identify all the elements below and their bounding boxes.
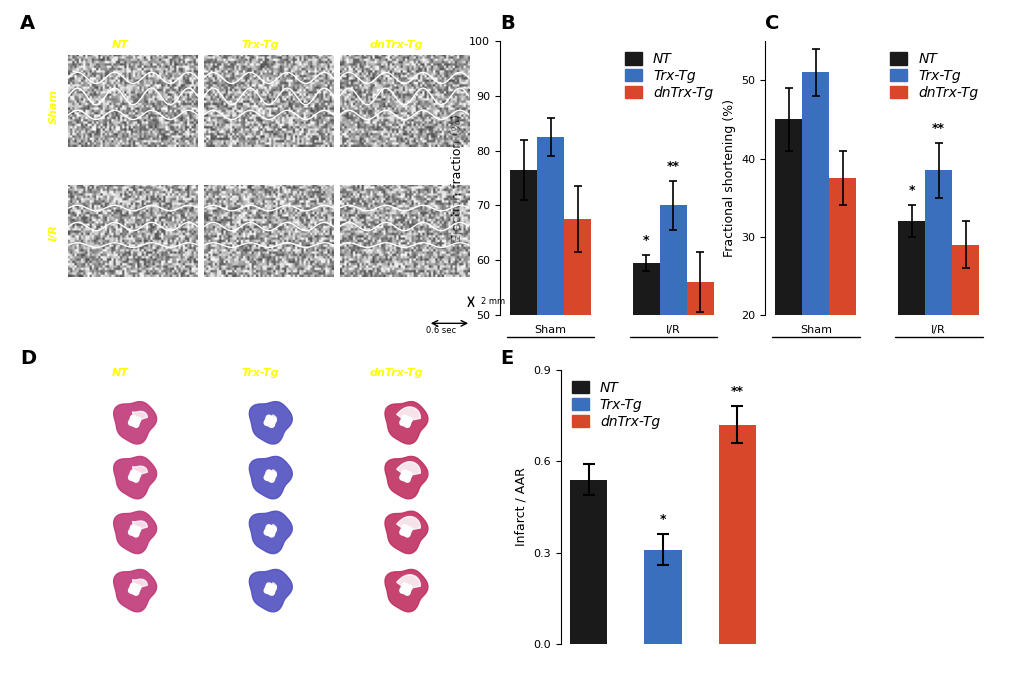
Text: NT: NT bbox=[111, 40, 128, 49]
Bar bbox=[897, 221, 924, 472]
Bar bbox=[659, 206, 686, 589]
Polygon shape bbox=[249, 511, 292, 553]
Polygon shape bbox=[128, 415, 141, 427]
Legend: NT, Trx-Tg, dnTrx-Tg: NT, Trx-Tg, dnTrx-Tg bbox=[621, 48, 716, 104]
Polygon shape bbox=[399, 525, 412, 537]
Text: Sham: Sham bbox=[49, 88, 58, 124]
Text: *: * bbox=[908, 184, 914, 197]
Polygon shape bbox=[128, 525, 141, 537]
Legend: NT, Trx-Tg, dnTrx-Tg: NT, Trx-Tg, dnTrx-Tg bbox=[886, 48, 981, 104]
Bar bbox=[632, 263, 659, 589]
Polygon shape bbox=[128, 583, 141, 595]
Y-axis label: Ejection fraction (%): Ejection fraction (%) bbox=[450, 114, 463, 242]
Text: Trx-Tg: Trx-Tg bbox=[242, 40, 279, 49]
Polygon shape bbox=[384, 569, 428, 612]
Bar bbox=[510, 170, 537, 589]
Polygon shape bbox=[384, 456, 428, 499]
Polygon shape bbox=[264, 583, 276, 595]
Text: I/R: I/R bbox=[49, 225, 58, 241]
Polygon shape bbox=[396, 462, 420, 476]
Bar bbox=[537, 137, 564, 589]
Bar bbox=[951, 245, 978, 472]
Text: *: * bbox=[659, 513, 665, 526]
Polygon shape bbox=[113, 511, 157, 553]
Polygon shape bbox=[399, 583, 412, 595]
Polygon shape bbox=[132, 580, 147, 589]
Polygon shape bbox=[132, 412, 147, 421]
Polygon shape bbox=[270, 583, 276, 589]
Bar bbox=[644, 549, 681, 644]
Polygon shape bbox=[249, 569, 292, 612]
Polygon shape bbox=[132, 466, 147, 476]
Text: Trx-Tg: Trx-Tg bbox=[242, 369, 279, 378]
Bar bbox=[774, 119, 802, 472]
Polygon shape bbox=[249, 456, 292, 499]
Bar bbox=[802, 73, 828, 472]
Text: D: D bbox=[20, 349, 37, 369]
Polygon shape bbox=[264, 470, 276, 482]
Bar bbox=[718, 425, 755, 644]
Polygon shape bbox=[264, 525, 276, 537]
Y-axis label: Fractional shortening (%): Fractional shortening (%) bbox=[721, 99, 735, 257]
Polygon shape bbox=[384, 511, 428, 553]
Text: **: ** bbox=[931, 122, 945, 135]
Polygon shape bbox=[113, 456, 157, 499]
Legend: NT, Trx-Tg, dnTrx-Tg: NT, Trx-Tg, dnTrx-Tg bbox=[568, 377, 663, 433]
Bar bbox=[564, 219, 591, 589]
Text: NT: NT bbox=[111, 369, 128, 378]
Text: C: C bbox=[764, 14, 779, 33]
Text: E: E bbox=[499, 349, 513, 369]
Text: *: * bbox=[643, 234, 649, 247]
Bar bbox=[686, 282, 713, 589]
Polygon shape bbox=[113, 569, 157, 612]
Polygon shape bbox=[264, 415, 276, 427]
Polygon shape bbox=[249, 401, 292, 444]
Polygon shape bbox=[396, 516, 420, 531]
Bar bbox=[570, 479, 606, 644]
Polygon shape bbox=[396, 407, 420, 421]
Text: **: ** bbox=[730, 385, 743, 398]
Y-axis label: Infarct / AAR: Infarct / AAR bbox=[515, 467, 528, 547]
Polygon shape bbox=[270, 470, 276, 476]
Text: 2 mm: 2 mm bbox=[481, 297, 504, 306]
Polygon shape bbox=[399, 470, 412, 482]
Polygon shape bbox=[113, 401, 157, 444]
Polygon shape bbox=[132, 521, 147, 531]
Polygon shape bbox=[128, 470, 141, 482]
Polygon shape bbox=[396, 575, 420, 589]
Bar bbox=[924, 171, 951, 472]
Polygon shape bbox=[384, 401, 428, 444]
Text: B: B bbox=[499, 14, 514, 33]
Bar bbox=[828, 178, 856, 472]
Text: dnTrx-Tg: dnTrx-Tg bbox=[370, 369, 423, 378]
Polygon shape bbox=[270, 415, 276, 421]
Polygon shape bbox=[270, 525, 276, 531]
Text: A: A bbox=[20, 14, 36, 33]
Text: dnTrx-Tg: dnTrx-Tg bbox=[370, 40, 423, 49]
Polygon shape bbox=[399, 415, 412, 427]
Text: 0.6 sec: 0.6 sec bbox=[426, 326, 455, 335]
Text: **: ** bbox=[666, 160, 680, 173]
